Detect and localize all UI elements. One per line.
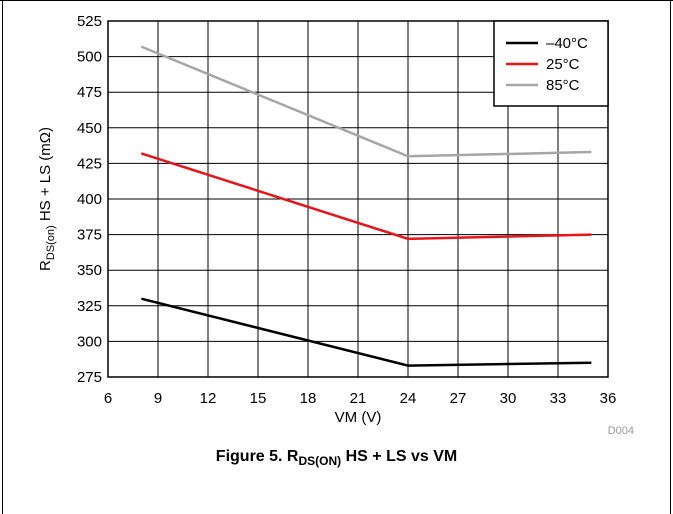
plot-border (107, 20, 609, 378)
series-lines (140, 45, 592, 367)
x-tick-label: 6 (104, 390, 112, 407)
x-tick-label: 24 (400, 390, 417, 407)
grid (108, 21, 608, 377)
y-tick-label: 325 (77, 298, 102, 315)
y-tick-labels: 275 300 325 350 375 400 425 450 475 500 525 (77, 13, 102, 386)
figure-caption: Figure 5. RDS(ON) HS + LS vs VM (0, 448, 673, 468)
y-axis-title-rest: HS + LS (mΩ) (37, 127, 54, 225)
frame-right-border (670, 0, 671, 514)
caption-prefix: Figure 5. R (215, 448, 299, 465)
legend-label-2: 85°C (546, 77, 580, 94)
x-tick-label: 18 (300, 390, 317, 407)
x-tick-labels: 6 9 12 15 18 21 24 27 30 33 36 (104, 390, 617, 407)
x-tick-label: 27 (450, 390, 467, 407)
series-line-0 (141, 297, 592, 367)
y-tick-label: 300 (77, 333, 102, 350)
legend-label-1: 25°C (546, 56, 580, 73)
y-tick-label: 425 (77, 155, 102, 172)
x-tick-label: 30 (500, 390, 517, 407)
y-tick-label: 400 (77, 191, 102, 208)
series-line-1 (140, 152, 592, 241)
y-tick-label: 375 (77, 227, 102, 244)
x-tick-label: 33 (550, 390, 567, 407)
y-tick-label: 275 (77, 369, 102, 386)
y-tick-label: 475 (77, 84, 102, 101)
caption-suffix: HS + LS vs VM (341, 448, 458, 465)
legend-label-0: –40°C (546, 35, 588, 52)
caption-subscript: DS(ON) (298, 454, 342, 469)
x-tick-label: 12 (200, 390, 217, 407)
x-axis-title: VM (V) (335, 409, 382, 426)
chart-code-label: D004 (608, 425, 634, 437)
x-tick-label: 36 (600, 390, 617, 407)
frame-top-border (0, 0, 673, 1)
y-axis-title-main: R (37, 260, 54, 271)
series-line-2 (140, 45, 592, 158)
y-tick-label: 450 (77, 120, 102, 137)
x-tick-label: 15 (250, 390, 267, 407)
y-axis-title-sub: DS(on) (45, 225, 57, 260)
rdson-chart: 6 9 12 15 18 21 24 27 30 33 36 275 300 325 350 375 400 4… (37, 13, 634, 437)
y-tick-label: 525 (77, 13, 102, 30)
y-tick-label: 500 (77, 49, 102, 66)
x-tick-label: 9 (154, 390, 162, 407)
frame-left-border (2, 0, 3, 514)
y-tick-label: 350 (77, 262, 102, 279)
y-axis-title: RDS(on) HS + LS (mΩ) (37, 127, 57, 271)
x-tick-label: 21 (350, 390, 367, 407)
legend: –40°C 25°C 85°C (493, 20, 609, 107)
